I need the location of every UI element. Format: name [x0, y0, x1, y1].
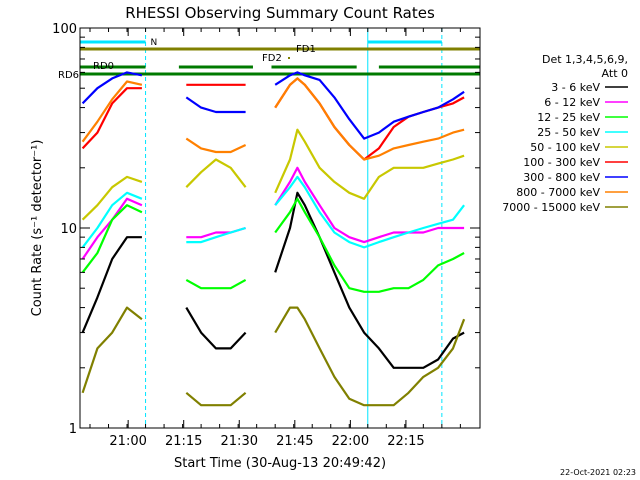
legend-entry-label: 7000 - 15000 keV — [502, 201, 600, 214]
legend-entry-label: 50 - 100 keV — [530, 141, 600, 154]
legend-entry-label: 3 - 6 keV — [551, 81, 600, 94]
overlay-layer: N FD1 FD2 RD0 RD6 — [58, 28, 480, 428]
y-axis-label: Count Rate (s⁻¹ detector⁻¹) — [30, 140, 45, 317]
series-line — [81, 191, 465, 369]
legend-entry-label: 800 - 7000 keV — [516, 186, 600, 199]
generation-timestamp: 22-Oct-2021 02:23 — [560, 468, 636, 477]
series-line — [81, 197, 465, 293]
legend-header-line-2: Att 0 — [602, 67, 628, 80]
x-tick-label: 21:15 — [165, 434, 202, 449]
legend-entry-label: 6 - 12 keV — [544, 96, 600, 109]
night-label: N — [151, 38, 158, 48]
x-axis-label: Start Time (30-Aug-13 20:49:42) — [174, 456, 386, 471]
rd0-label: RD0 — [93, 61, 114, 72]
legend-entry-label: 100 - 300 keV — [523, 156, 600, 169]
series-line — [81, 175, 465, 249]
y-tick-label: 10 — [60, 222, 77, 237]
x-tick-label: 21:00 — [109, 434, 146, 449]
series-line — [81, 306, 466, 407]
rd6-label: RD6 — [58, 70, 79, 81]
legend: 3 - 6 keV 6 - 12 keV 12 - 25 keV 25 - 50 ke… — [502, 81, 628, 214]
series-line — [81, 71, 465, 140]
y-tick-label: 100 — [52, 22, 77, 37]
x-tick-label: 22:00 — [332, 434, 369, 449]
fd2-label: FD2 — [262, 53, 282, 64]
x-tick-label: 21:45 — [276, 434, 313, 449]
x-tick-label: 21:30 — [221, 434, 258, 449]
legend-header-line-1: Det 1,3,4,5,6,9, — [542, 53, 628, 66]
legend-entry-label: 25 - 50 keV — [537, 126, 600, 139]
axis-layer: 21:00 21:15 21:30 21:45 22:00 22:15 1 10 100 — [52, 22, 480, 449]
chart-title: RHESSI Observing Summary Count Rates — [125, 4, 435, 22]
legend-entry-label: 12 - 25 keV — [537, 111, 600, 124]
legend-entry-label: 300 - 800 keV — [523, 171, 600, 184]
series-line — [81, 77, 465, 161]
series-line — [81, 77, 465, 161]
fd2-marker — [288, 57, 290, 59]
series-line — [81, 128, 465, 221]
series-layer — [81, 71, 466, 407]
fd1-label: FD1 — [296, 44, 316, 55]
x-tick-label: 22:15 — [387, 434, 424, 449]
y-tick-label: 1 — [69, 422, 77, 437]
